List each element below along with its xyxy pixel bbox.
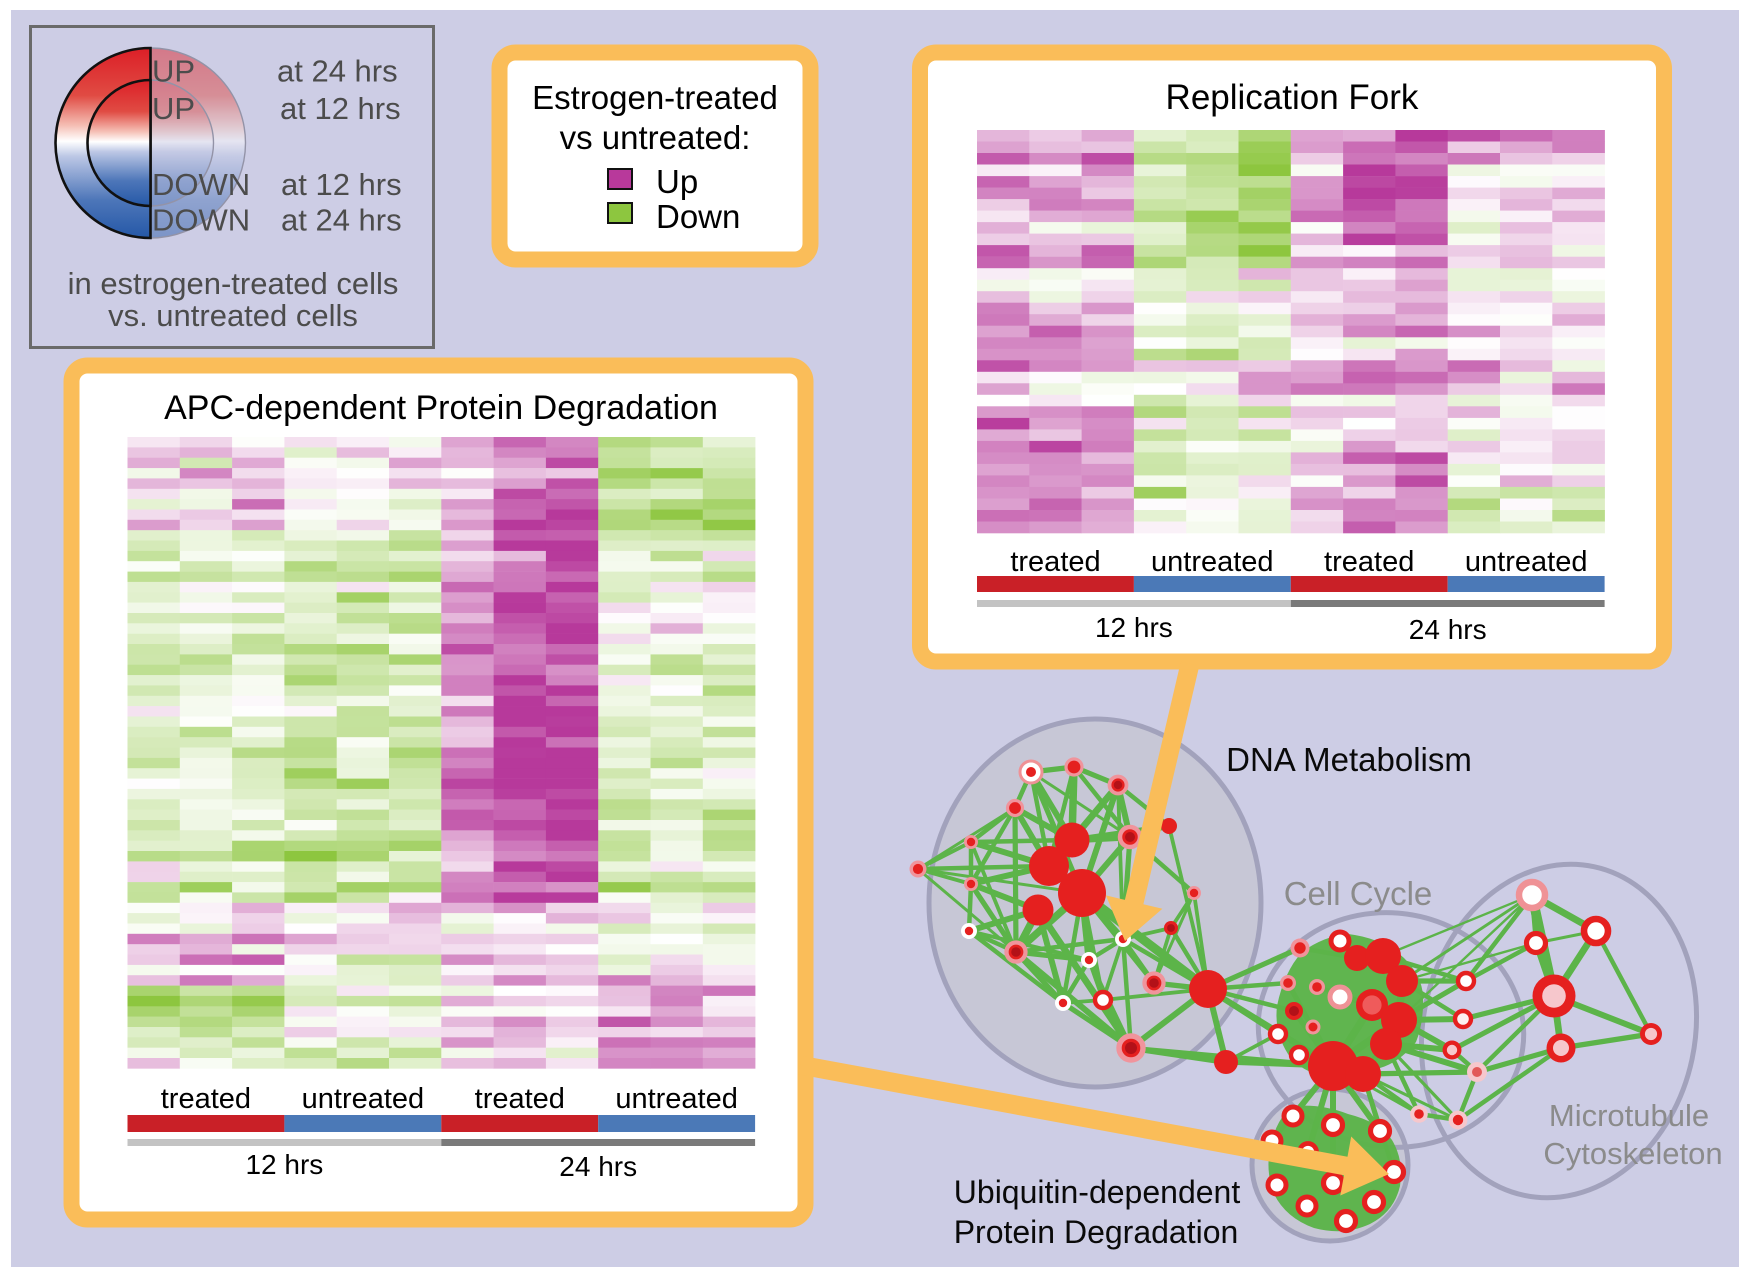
svg-text:treated: treated	[1324, 546, 1414, 578]
svg-text:untreated: untreated	[1465, 546, 1588, 578]
svg-text:12 hrs: 12 hrs	[1095, 612, 1173, 643]
svg-text:at 12 hrs: at 12 hrs	[281, 167, 402, 202]
svg-text:untreated: untreated	[302, 1083, 425, 1115]
svg-text:treated: treated	[1010, 546, 1100, 578]
svg-text:at 24 hrs: at 24 hrs	[281, 203, 402, 238]
svg-text:Cell Cycle: Cell Cycle	[1284, 875, 1433, 912]
svg-text:24 hrs: 24 hrs	[1409, 614, 1487, 645]
svg-text:Up: Up	[656, 163, 698, 200]
svg-text:UP: UP	[152, 54, 195, 89]
svg-text:DNA Metabolism: DNA Metabolism	[1226, 741, 1472, 778]
svg-text:Estrogen-treated: Estrogen-treated	[532, 79, 778, 116]
svg-text:Replication Fork: Replication Fork	[1166, 78, 1419, 117]
svg-text:treated: treated	[475, 1083, 565, 1115]
svg-text:12 hrs: 12 hrs	[245, 1149, 323, 1180]
svg-text:APC-dependent Protein Degradat: APC-dependent Protein Degradation	[164, 389, 718, 427]
svg-text:at 12 hrs: at 12 hrs	[280, 91, 401, 126]
svg-text:vs untreated:: vs untreated:	[560, 119, 751, 156]
svg-text:Microtubule: Microtubule	[1549, 1098, 1709, 1133]
svg-text:Protein Degradation: Protein Degradation	[954, 1214, 1239, 1250]
svg-text:Ubiquitin-dependent: Ubiquitin-dependent	[954, 1174, 1241, 1210]
svg-text:UP: UP	[152, 91, 195, 126]
svg-text:DOWN: DOWN	[152, 203, 250, 238]
svg-text:untreated: untreated	[615, 1083, 738, 1115]
svg-text:Down: Down	[656, 198, 740, 235]
svg-text:in estrogen-treated cells: in estrogen-treated cells	[68, 266, 399, 301]
svg-text:DOWN: DOWN	[152, 167, 250, 202]
svg-text:Cytoskeleton: Cytoskeleton	[1543, 1136, 1722, 1171]
svg-text:treated: treated	[161, 1083, 251, 1115]
svg-text:untreated: untreated	[1151, 546, 1274, 578]
svg-text:at 24 hrs: at 24 hrs	[277, 54, 398, 89]
svg-text:24 hrs: 24 hrs	[559, 1151, 637, 1182]
svg-text:vs. untreated cells: vs. untreated cells	[108, 298, 358, 333]
